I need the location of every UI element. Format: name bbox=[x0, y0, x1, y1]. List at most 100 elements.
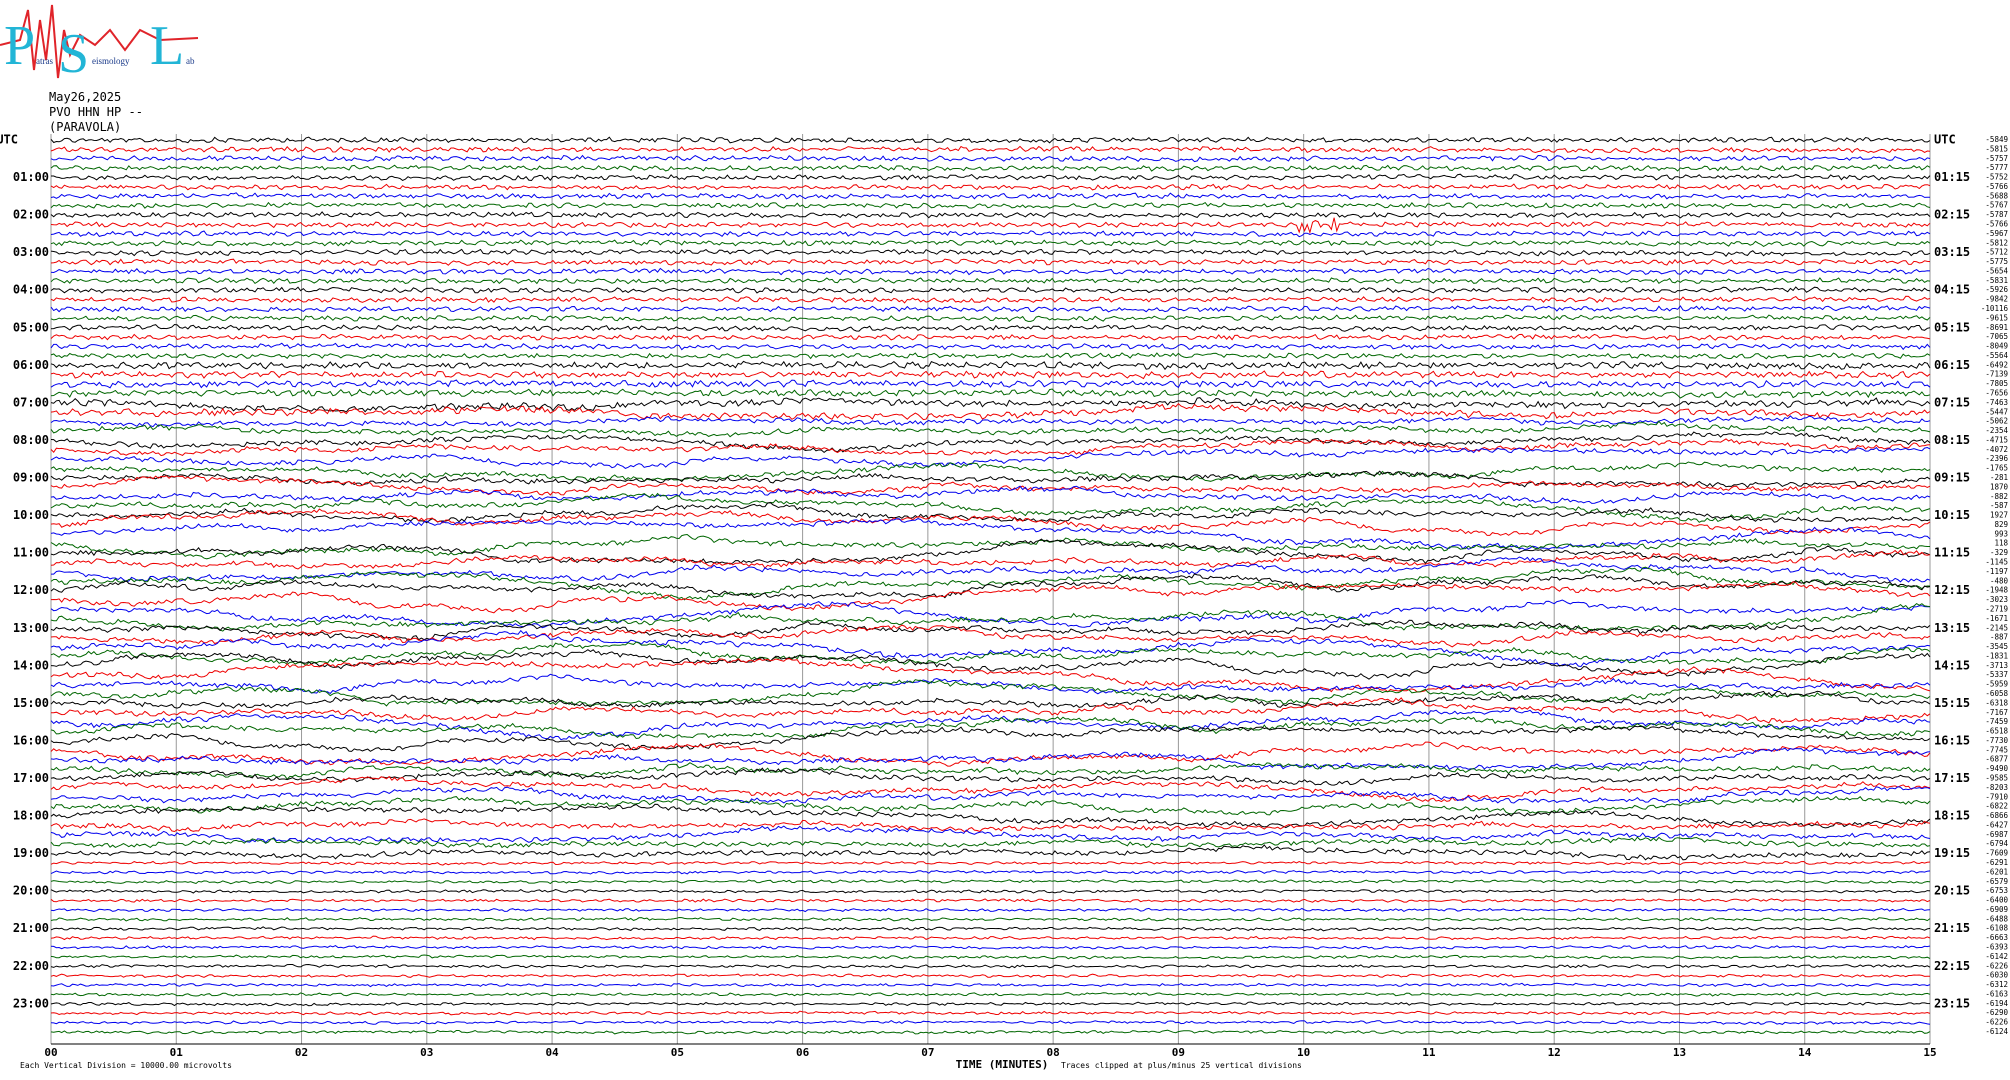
trace bbox=[50, 438, 1931, 457]
trace bbox=[50, 314, 1931, 322]
trace-value: -6492 bbox=[1985, 360, 2008, 369]
trace-value: -6866 bbox=[1985, 811, 2008, 820]
trace bbox=[50, 420, 1931, 438]
trace bbox=[50, 581, 1931, 614]
trace bbox=[50, 258, 1931, 266]
scale-note: Each Vertical Division = 10000.00 microv… bbox=[20, 1061, 232, 1070]
trace bbox=[50, 992, 1931, 997]
trace-value: -7167 bbox=[1985, 708, 2008, 717]
trace bbox=[50, 164, 1931, 172]
trace-value: -6030 bbox=[1985, 971, 2008, 980]
logo-text: ab bbox=[186, 56, 195, 66]
trace bbox=[50, 1020, 1931, 1025]
trace bbox=[50, 818, 1931, 833]
hour-label-end: 08:15 bbox=[1934, 433, 1970, 447]
trace-value: -6753 bbox=[1985, 886, 2008, 895]
trace-value: -6226 bbox=[1985, 961, 2008, 970]
trace-value: -2354 bbox=[1985, 426, 2008, 435]
trace bbox=[50, 907, 1931, 913]
trace bbox=[50, 762, 1931, 780]
trace-value: -6108 bbox=[1985, 924, 2008, 933]
hour-label: 01:00 bbox=[13, 170, 49, 184]
clip-note: Traces clipped at plus/minus 25 vertical… bbox=[1061, 1061, 1302, 1070]
trace bbox=[50, 803, 1931, 829]
trace-value: -5712 bbox=[1985, 248, 2008, 257]
trace-value: -5777 bbox=[1985, 163, 2008, 172]
hour-label: 23:00 bbox=[13, 996, 49, 1010]
trace-value: -6579 bbox=[1985, 877, 2008, 886]
trace bbox=[50, 860, 1931, 866]
trace bbox=[50, 775, 1931, 803]
trace-value: -6142 bbox=[1985, 952, 2008, 961]
trace-value: -2396 bbox=[1985, 454, 2008, 463]
trace bbox=[50, 304, 1931, 313]
trace bbox=[50, 211, 1931, 219]
hour-label-end: 13:15 bbox=[1934, 621, 1970, 635]
trace bbox=[50, 973, 1931, 978]
trace bbox=[50, 767, 1931, 786]
trace bbox=[50, 566, 1930, 601]
x-tick-label: 06 bbox=[796, 1046, 810, 1059]
trace bbox=[50, 916, 1931, 922]
trace-value: -7745 bbox=[1985, 745, 2008, 754]
hour-label-end: 20:15 bbox=[1934, 884, 1970, 898]
trace bbox=[50, 295, 1931, 304]
trace bbox=[50, 888, 1931, 894]
trace bbox=[50, 649, 1931, 680]
hour-label-end: 19:15 bbox=[1934, 846, 1970, 860]
hour-label: 07:00 bbox=[13, 395, 49, 409]
trace-value: -329 bbox=[1990, 548, 2008, 557]
hour-label: 17:00 bbox=[13, 771, 49, 785]
trace bbox=[50, 239, 1931, 247]
trace bbox=[50, 333, 1931, 341]
trace bbox=[50, 397, 1931, 413]
trace-value: -7656 bbox=[1985, 389, 2008, 398]
logo-letter: S bbox=[58, 23, 89, 85]
trace-value: -2145 bbox=[1985, 623, 2008, 632]
trace bbox=[50, 641, 1931, 666]
trace-value: -6909 bbox=[1985, 905, 2008, 914]
trace bbox=[50, 538, 1931, 565]
trace-value: -587 bbox=[1990, 501, 2008, 510]
trace-value: -480 bbox=[1990, 576, 2009, 585]
trace-value: -9585 bbox=[1985, 773, 2008, 782]
trace bbox=[50, 342, 1931, 351]
trace-value: -5447 bbox=[1985, 407, 2008, 416]
trace-value: -5564 bbox=[1985, 351, 2008, 360]
trace-value: -5752 bbox=[1985, 173, 2008, 182]
trace-value: -6877 bbox=[1985, 755, 2008, 764]
trace-value: -5967 bbox=[1985, 229, 2008, 238]
trace bbox=[50, 786, 1931, 804]
trace-value: -5787 bbox=[1985, 210, 2008, 219]
hour-label-end: 01:15 bbox=[1934, 170, 1970, 184]
trace-value: -6201 bbox=[1985, 867, 2008, 876]
logo-text: eismology bbox=[92, 56, 130, 66]
trace bbox=[50, 518, 1931, 551]
hour-label-end: 04:15 bbox=[1934, 283, 1970, 297]
x-tick-label: 08 bbox=[1047, 1046, 1060, 1059]
trace-value: -1145 bbox=[1985, 558, 2008, 567]
hour-label: 12:00 bbox=[13, 583, 49, 597]
hour-label: 04:00 bbox=[13, 283, 49, 297]
trace-value: -5654 bbox=[1985, 266, 2008, 275]
trace-value: -6163 bbox=[1985, 989, 2008, 998]
trace-value: -1765 bbox=[1985, 464, 2008, 473]
hour-label: UTC bbox=[0, 133, 18, 147]
hour-label-end: 21:15 bbox=[1934, 921, 1970, 935]
trace bbox=[50, 183, 1931, 191]
trace bbox=[50, 154, 1931, 163]
trace bbox=[50, 1001, 1931, 1007]
trace bbox=[50, 844, 1931, 861]
trace bbox=[50, 277, 1931, 285]
trace bbox=[50, 707, 1931, 741]
trace-value: -9842 bbox=[1985, 295, 2008, 304]
hour-label: 19:00 bbox=[13, 846, 49, 860]
trace-value: -6822 bbox=[1985, 802, 2008, 811]
trace bbox=[50, 624, 1931, 648]
trace bbox=[50, 599, 1931, 629]
trace-value: -5831 bbox=[1985, 276, 2008, 285]
trace-value: -9615 bbox=[1985, 313, 2008, 322]
x-tick-label: 15 bbox=[1923, 1046, 1936, 1059]
hour-label: 05:00 bbox=[13, 320, 49, 334]
trace bbox=[50, 879, 1931, 885]
